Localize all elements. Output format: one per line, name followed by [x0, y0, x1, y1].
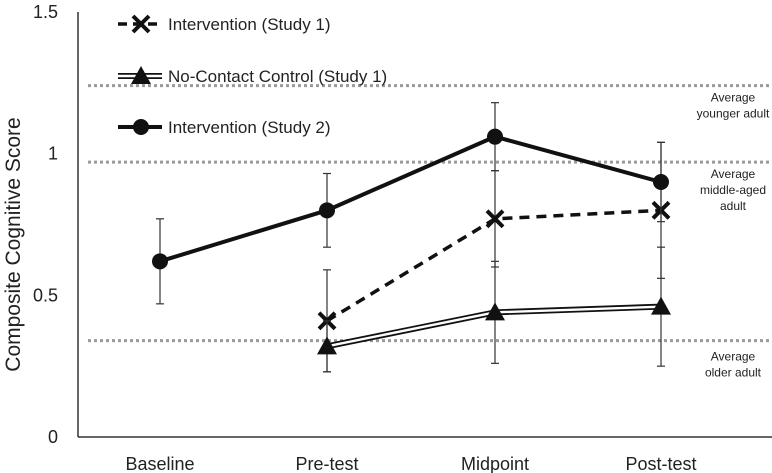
reference-lines: Average younger adult Average middle-aged ad… — [88, 84, 772, 380]
data-point — [487, 128, 503, 145]
data-point — [133, 119, 149, 135]
legend-label: Intervention (Study 1) — [168, 15, 331, 34]
legend-item-3: Intervention (Study 2) — [118, 118, 331, 137]
legend-item-2: No-Contact Control (Study 1) — [118, 66, 387, 86]
y-axis-label: Composite Cognitive Score — [2, 117, 25, 371]
legend: Intervention (Study 1) No-Contact Control… — [118, 14, 387, 137]
data-point — [319, 202, 335, 219]
x-marker-stroke — [131, 14, 151, 34]
reference-label: Average — [711, 167, 756, 181]
data-point — [131, 14, 151, 34]
data-point — [485, 302, 505, 321]
data-point — [131, 66, 151, 84]
x-tick-label: Baseline — [125, 454, 194, 473]
y-tick-label: 0.5 — [33, 285, 58, 305]
legend-item-1: Intervention (Study 1) — [118, 14, 331, 34]
y-tick-label: 1 — [48, 144, 58, 164]
x-tick-label: Midpoint — [461, 454, 529, 473]
axes — [77, 12, 772, 438]
series-3 — [152, 102, 669, 305]
reference-label: older adult — [705, 366, 762, 380]
series-group — [152, 102, 671, 373]
reference-label: Average — [711, 91, 756, 105]
legend-label: No-Contact Control (Study 1) — [168, 67, 387, 86]
data-point — [152, 253, 168, 270]
x-marker-stroke — [485, 209, 505, 229]
x-tick-label: Pre-test — [295, 454, 358, 473]
x-tick-labels: Baseline Pre-test Midpoint Post-test — [125, 454, 696, 473]
series-line — [159, 134, 662, 264]
data-point — [317, 336, 337, 355]
y-tick-label: 1.5 — [33, 2, 58, 22]
reference-label: adult — [720, 199, 747, 213]
reference-label: Average — [711, 350, 756, 364]
reference-label: middle-aged — [700, 183, 766, 197]
y-tick-label: 0 — [48, 427, 58, 447]
data-point — [485, 209, 505, 229]
series-2 — [317, 246, 671, 373]
x-tick-label: Post-test — [625, 454, 696, 473]
data-point — [651, 296, 671, 315]
y-tick-labels: 0 0.5 1 1.5 — [33, 2, 58, 447]
reference-label: younger adult — [697, 107, 770, 121]
data-point — [653, 174, 669, 190]
legend-label: Intervention (Study 2) — [168, 118, 331, 137]
